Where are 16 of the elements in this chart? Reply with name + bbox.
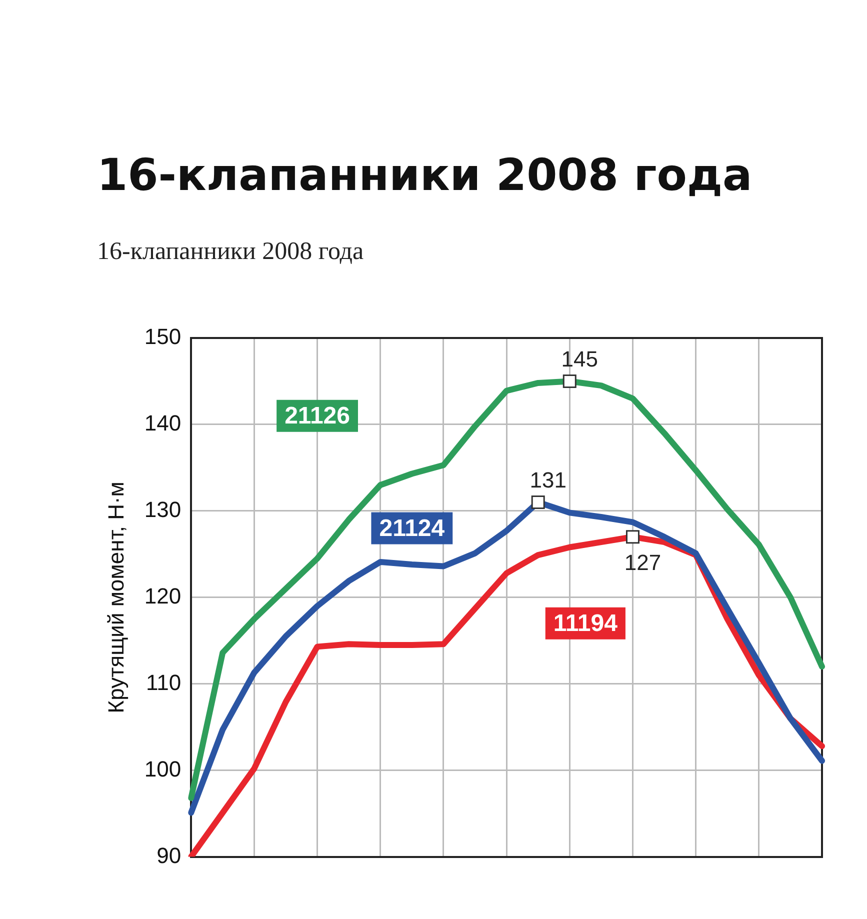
series-label: 21124 [379,514,446,542]
y-tick-label: 120 [144,583,182,608]
y-tick-label: 130 [144,496,182,522]
y-tick-label: 90 [156,842,182,868]
y-tick-label: 150 [144,324,182,350]
annotation: 131 [530,467,566,492]
chart-subtitle: 16-клапанники 2008 года [97,238,364,266]
text: 11194 [553,610,618,637]
chart-title: 16-клапанники 2008 года [97,150,752,201]
text: 21126 [284,402,350,430]
y-tick-label: 140 [144,410,182,436]
y-tick-label: 110 [146,670,182,695]
y-tick-label: 100 [144,756,182,782]
y-axis-title: Крутящий момент, Н·м [103,482,128,714]
annotation: 127 [624,550,662,575]
annotation: 145 [561,346,598,372]
